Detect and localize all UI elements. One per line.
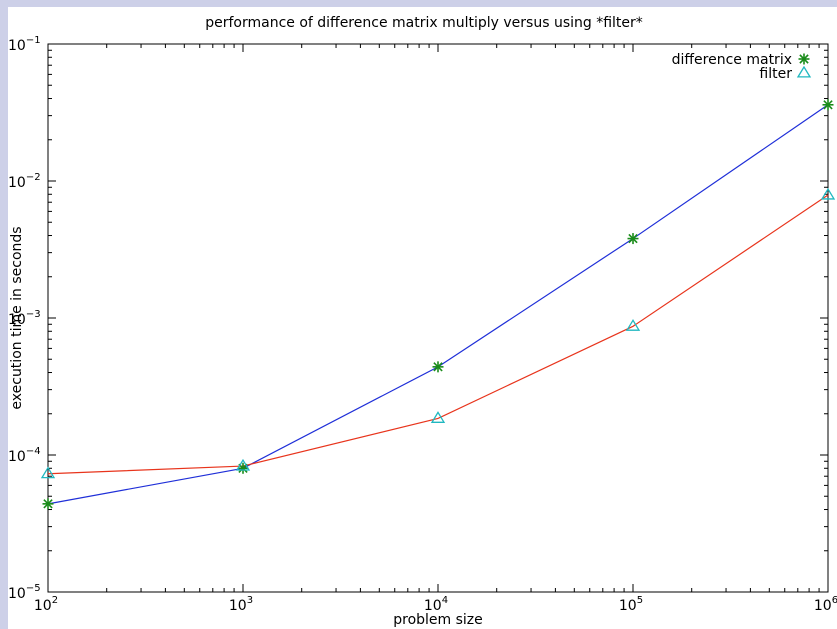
chart-title: performance of difference matrix multipl… [205,15,643,31]
x-axis-ticks: 102 103 104 105 106 [34,44,837,614]
x-tick-label: 103 [229,595,253,614]
legend-label: filter [759,66,792,82]
y-tick-label: 10−3 [8,309,41,328]
data-point-triangle [235,458,251,471]
marker-stroke [799,54,809,64]
data-point-triangle [40,466,56,479]
y-axis-ticks: 10−5 10−4 10−3 10−2 10−1 [8,35,828,602]
chart-svg: performance of difference matrix multipl… [8,15,837,628]
data-point-asterisk [627,233,639,245]
marker-stroke [433,362,443,372]
chart-canvas: performance of difference matrix multipl… [8,7,837,629]
data-point-asterisk [432,361,444,373]
series-line-1 [47,194,829,475]
data-point-asterisk [822,99,834,111]
y-tick-label: 10−2 [8,172,41,191]
data-point-triangle [625,319,641,331]
marker-stroke [628,233,638,244]
plot-frame [47,43,829,593]
data-point-asterisk [237,462,249,474]
y-tick-label: 10−1 [8,35,41,54]
marker-stroke [823,100,833,110]
data-point-triangle [820,187,836,200]
y-tick-label: 10−4 [8,446,41,465]
data-point-triangle [430,411,446,423]
y-tick-label: 10−5 [8,583,41,602]
series-markers [40,99,836,510]
series-line-0 [47,104,829,505]
marker-stroke [43,499,53,509]
data-point-asterisk [42,498,54,510]
legend-marker-triangle [796,65,812,78]
x-tick-label: 105 [619,595,643,614]
x-tick-label: 102 [34,595,58,614]
legend-marker-asterisk [798,53,810,65]
x-tick-label: 106 [814,595,837,614]
y-axis-label: execution time in seconds [9,226,25,409]
legend-label: difference matrix [672,52,792,68]
series-lines [47,104,829,505]
x-axis-label: problem size [393,612,483,628]
x-tick-label: 104 [424,595,448,614]
